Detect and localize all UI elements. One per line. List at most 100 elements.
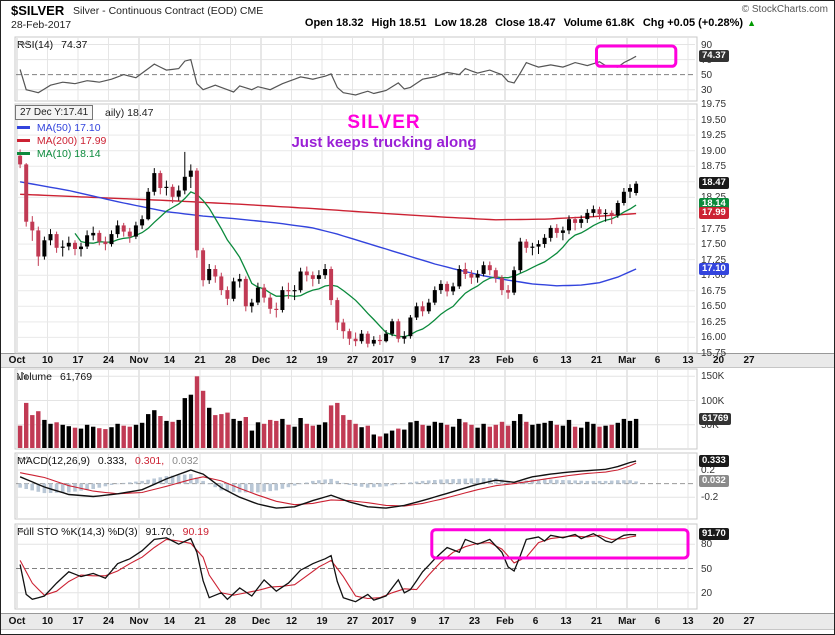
x-axis-label: 6: [532, 615, 539, 627]
candle-body: [396, 321, 401, 339]
volume-bar: [182, 398, 187, 448]
volume-bar: [621, 418, 627, 448]
price-scale-label: 19.50: [701, 114, 727, 126]
volume-bar: [432, 421, 437, 448]
volume-bar: [298, 418, 303, 448]
x-axis-label: 28: [224, 355, 237, 366]
x-axis-label: Oct: [8, 355, 26, 366]
candle-body: [634, 183, 639, 193]
x-axis-label: 9: [410, 355, 417, 366]
macd-histogram-bar: [536, 479, 541, 484]
candle-body: [341, 322, 346, 332]
volume-bar: [17, 425, 23, 448]
volume-bar: [188, 394, 194, 448]
volume-bar: [30, 415, 35, 448]
volume-bar: [377, 436, 383, 448]
candle-body: [237, 278, 242, 282]
quote-value: 61.8K: [605, 17, 635, 29]
candle-body: [530, 246, 535, 248]
candle-body: [274, 308, 279, 310]
ticker-symbol: $SILVER: [11, 3, 65, 18]
macd-histogram-bar: [359, 483, 364, 487]
x-axis-label: 10: [41, 355, 54, 366]
x-axis-label: 28: [224, 615, 237, 627]
price-scale-label: 17.25: [701, 254, 727, 266]
quote-label: Chg: [642, 17, 665, 29]
volume-bar: [207, 407, 212, 448]
x-axis-label: 27: [743, 355, 755, 366]
quote-value: 18.47: [528, 17, 556, 29]
quote-label: Volume: [563, 17, 603, 29]
candle-body: [628, 188, 632, 192]
macd-histogram-bar: [317, 480, 321, 484]
candle-body: [262, 287, 267, 298]
macd-histogram-bar: [42, 483, 47, 494]
macd-histogram-bar: [231, 483, 236, 492]
macd-histogram-bar: [561, 480, 565, 484]
volume-bar: [322, 422, 328, 448]
macd-histogram-bar: [548, 479, 553, 484]
candle-body: [335, 300, 340, 323]
x-axis-label: 6: [654, 615, 661, 627]
volume-scale-label: 50K: [701, 419, 719, 431]
candle-body: [115, 225, 120, 235]
macd-histogram-bar: [451, 479, 455, 484]
macd-histogram-bar: [304, 482, 309, 484]
macd-histogram-bar: [469, 478, 474, 484]
volume-bar: [268, 419, 273, 448]
candle-body: [30, 221, 35, 231]
volume-bar: [261, 423, 267, 448]
macd-histogram-bar: [408, 482, 413, 484]
volume-bar: [481, 423, 486, 448]
candle-body: [487, 265, 492, 271]
price-panel-title-partial: aily) 18.47: [105, 107, 154, 119]
candle-body: [127, 231, 132, 237]
candle-body: [573, 219, 578, 223]
candle-body: [286, 290, 291, 292]
candle-body: [518, 241, 523, 271]
macd-histogram-bar: [329, 478, 333, 484]
volume-bar: [200, 390, 206, 448]
macd-histogram-bar: [286, 483, 291, 488]
candle-body: [66, 242, 71, 247]
macd-histogram-bar: [60, 483, 65, 493]
candle-body: [481, 265, 486, 274]
x-axis-label: 2017: [371, 355, 395, 366]
macd-histogram-bar: [353, 483, 358, 486]
macd-histogram-bar: [323, 479, 327, 484]
volume-bar: [347, 419, 352, 448]
macd-histogram-bar: [622, 480, 626, 484]
candle-body: [103, 241, 108, 245]
volume-bar: [24, 402, 29, 448]
price-scale-label: 17.50: [701, 239, 727, 251]
volume-bar: [328, 405, 334, 448]
x-axis-label: 13: [682, 355, 694, 366]
candle-body: [542, 237, 547, 244]
indicator-line-icon: [17, 456, 30, 463]
indicator-line-icon: [17, 40, 30, 47]
sto-legend: Full STO %K(14,3) %D(3) 91.70, 90.19: [17, 526, 209, 538]
volume-bar: [286, 424, 291, 448]
macd-histogram-bar: [18, 483, 22, 488]
candle-body: [170, 186, 175, 197]
candle-body: [316, 275, 321, 279]
macd-histogram-bar: [573, 480, 577, 484]
macd-histogram-bar: [67, 483, 71, 493]
price-scale-label: 17.75: [701, 223, 727, 235]
candle-body: [451, 286, 456, 292]
volume-bar: [66, 426, 71, 448]
candle-body: [249, 302, 254, 307]
x-axis-label: 17: [72, 615, 84, 627]
candle-body: [365, 333, 370, 344]
quote-value: 18.51: [399, 17, 427, 29]
price-value-box: 18.47: [699, 177, 729, 190]
macd-histogram-bar: [128, 482, 132, 484]
candle-body: [231, 281, 236, 299]
volume-bar: [627, 420, 633, 448]
price-value-box: 17.10: [699, 262, 729, 275]
x-axis-label: Dec: [251, 615, 271, 627]
volume-bar: [176, 419, 181, 448]
candle-body: [524, 241, 529, 248]
candle-body: [463, 269, 468, 274]
macd-value-box: 0.032: [699, 474, 729, 487]
